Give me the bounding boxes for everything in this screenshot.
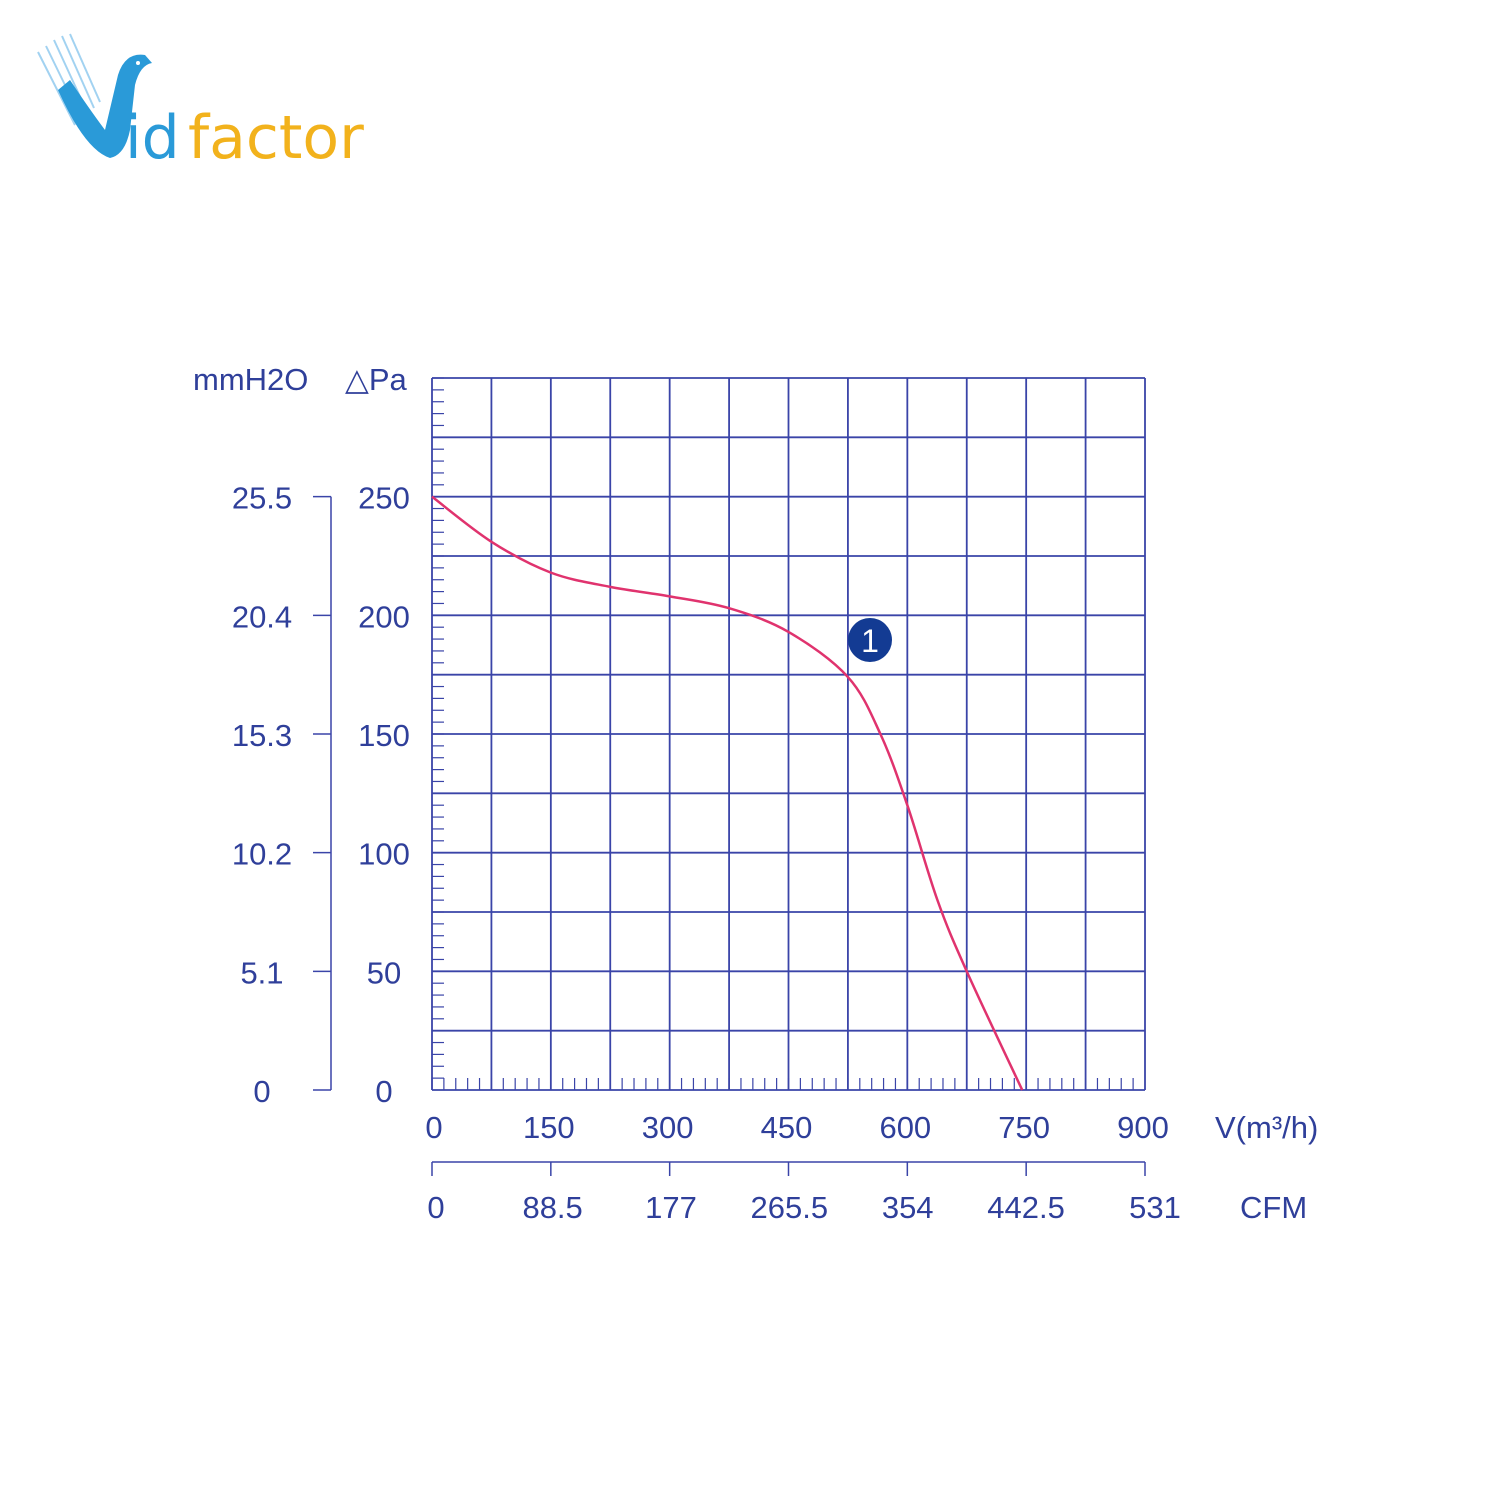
x-tick-label-secondary: 354 <box>882 1190 934 1225</box>
x-tick-label-secondary: 531 <box>1129 1190 1181 1225</box>
grid <box>431 377 1146 1091</box>
x-tick-label: 900 <box>1117 1110 1169 1145</box>
x-tick-label: 750 <box>998 1110 1050 1145</box>
series-marker-badge: 1 <box>848 618 892 662</box>
tick-labels: 00505.110010.215015.320020.425025.500150… <box>232 481 1181 1225</box>
vidfactor-logo: id factor <box>37 33 364 170</box>
x-tick-label: 150 <box>523 1110 575 1145</box>
y-tick-label-secondary: 10.2 <box>232 837 292 872</box>
y-tick-label: 250 <box>358 481 410 516</box>
x-tick-label-secondary: 265.5 <box>751 1190 829 1225</box>
x-axis-secondary-label: CFM <box>1240 1190 1307 1225</box>
y-tick-label: 150 <box>358 718 410 753</box>
y-tick-label: 50 <box>367 955 401 990</box>
series-marker-label: 1 <box>861 623 879 659</box>
x-tick-label-secondary: 177 <box>645 1190 697 1225</box>
x-tick-label: 450 <box>761 1110 813 1145</box>
y-tick-label: 200 <box>358 599 410 634</box>
y-tick-label: 100 <box>358 837 410 872</box>
x-tick-label: 600 <box>879 1110 931 1145</box>
y-axis-secondary-label: mmH2O <box>193 362 308 397</box>
x-tick-label-secondary: 442.5 <box>987 1190 1065 1225</box>
x-axis-label: V(m³/h) <box>1215 1110 1318 1145</box>
y-tick-label: 0 <box>375 1074 392 1109</box>
y-tick-label-secondary: 0 <box>253 1074 270 1109</box>
y-axis-label: △Pa <box>345 362 408 397</box>
series-curve-1 <box>431 495 1024 1091</box>
axes <box>313 495 1146 1176</box>
x-tick-label-secondary: 88.5 <box>522 1190 582 1225</box>
x-tick-label: 0 <box>425 1110 442 1145</box>
y-tick-label-secondary: 20.4 <box>232 599 292 634</box>
minor-ticks <box>431 377 1134 1090</box>
y-tick-label-secondary: 15.3 <box>232 718 292 753</box>
y-tick-label-secondary: 25.5 <box>232 481 292 516</box>
logo-text-vid: id <box>125 103 180 170</box>
x-tick-label: 300 <box>642 1110 694 1145</box>
y-tick-label-secondary: 5.1 <box>240 955 283 990</box>
x-tick-label-secondary: 0 <box>427 1190 444 1225</box>
logo-text-factor: factor <box>188 103 364 170</box>
logo-bird-icon <box>37 33 152 158</box>
